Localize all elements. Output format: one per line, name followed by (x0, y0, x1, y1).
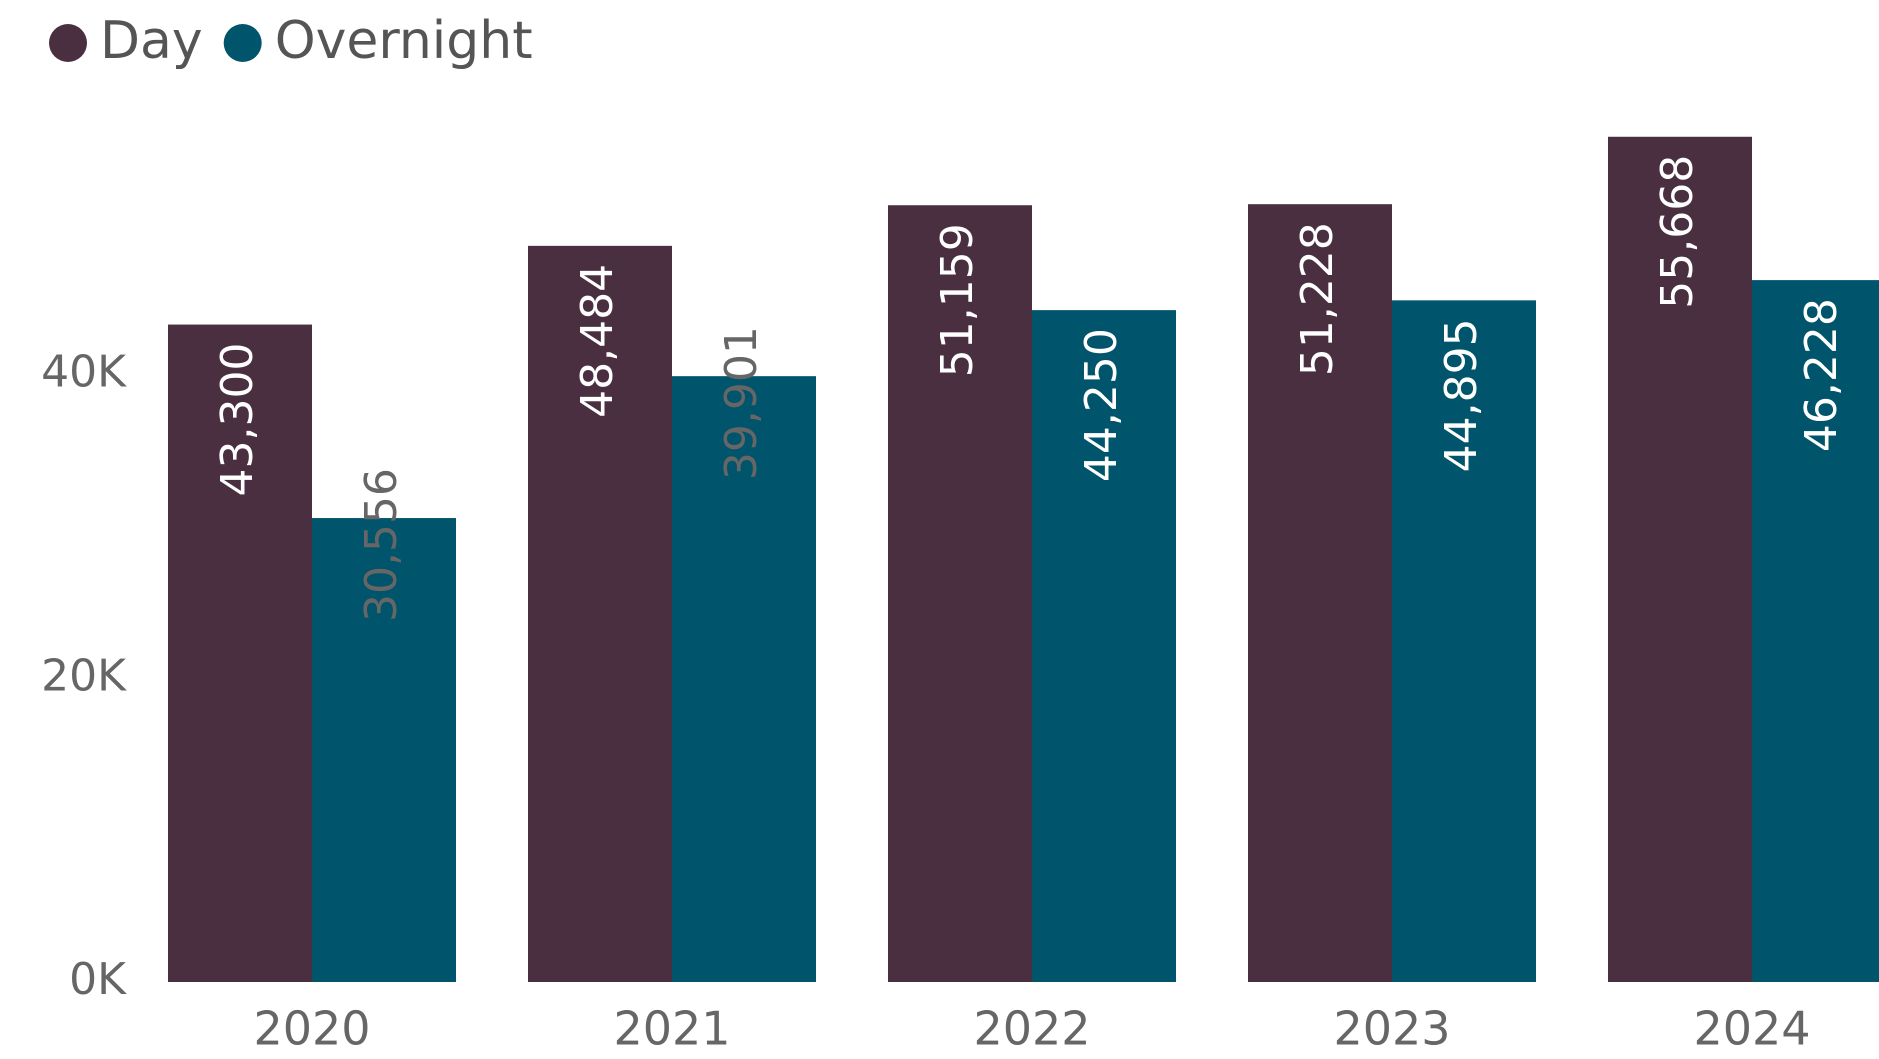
bar (1392, 300, 1536, 982)
x-tick-label: 2022 (973, 1002, 1090, 1056)
bar (1032, 310, 1176, 982)
legend-marker (223, 24, 262, 62)
y-tick-label: 40K (41, 347, 127, 398)
data-label: 48,484 (572, 264, 623, 418)
data-label: 44,250 (1076, 328, 1127, 482)
bar (312, 518, 456, 982)
legend-label: Day (100, 11, 203, 71)
data-label: 30,556 (356, 468, 407, 622)
data-label: 51,228 (1292, 222, 1343, 376)
x-tick-label: 2021 (613, 1002, 730, 1056)
bar (528, 245, 672, 983)
bar (1608, 136, 1752, 983)
x-tick-label: 2020 (253, 1002, 370, 1056)
legend-marker (49, 24, 87, 62)
data-label: 51,159 (932, 223, 983, 377)
legend-label: Overnight (275, 11, 533, 71)
x-tick-label: 2024 (1693, 1002, 1810, 1056)
data-label: 55,668 (1652, 155, 1703, 309)
data-label: 39,901 (716, 326, 767, 480)
y-tick-label: 0K (69, 954, 127, 1005)
bar (1752, 280, 1879, 982)
bar (672, 376, 816, 983)
data-label: 43,300 (212, 343, 263, 497)
x-tick-label: 2023 (1333, 1002, 1450, 1056)
data-label: 46,228 (1796, 298, 1847, 452)
bar (168, 324, 312, 983)
bar (888, 205, 1032, 983)
y-tick-label: 20K (41, 650, 127, 701)
bar (1248, 204, 1392, 982)
data-label: 44,895 (1436, 318, 1487, 472)
